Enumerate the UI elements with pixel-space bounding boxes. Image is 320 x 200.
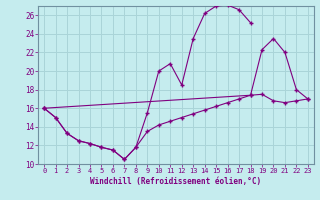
X-axis label: Windchill (Refroidissement éolien,°C): Windchill (Refroidissement éolien,°C) — [91, 177, 261, 186]
